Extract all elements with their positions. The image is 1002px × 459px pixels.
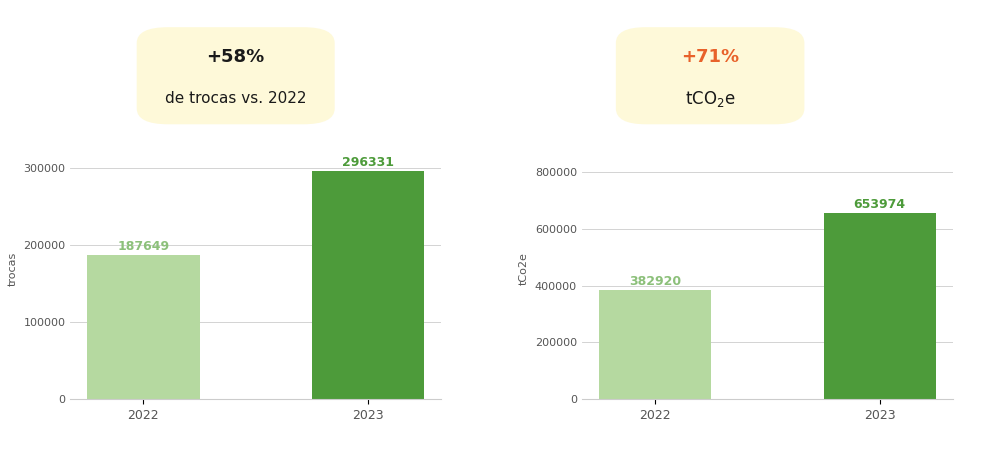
Text: 653974: 653974 bbox=[853, 198, 905, 211]
Bar bbox=[598, 291, 710, 399]
Text: 296331: 296331 bbox=[342, 156, 394, 169]
Bar bbox=[823, 213, 935, 399]
FancyBboxPatch shape bbox=[615, 27, 804, 124]
Text: de trocas vs. 2022: de trocas vs. 2022 bbox=[164, 91, 307, 106]
Text: 382920: 382920 bbox=[628, 275, 680, 288]
Y-axis label: trocas: trocas bbox=[8, 252, 18, 285]
Text: +58%: +58% bbox=[206, 48, 265, 66]
Text: +71%: +71% bbox=[680, 48, 738, 66]
Bar bbox=[87, 255, 199, 399]
FancyBboxPatch shape bbox=[136, 27, 335, 124]
Text: 187649: 187649 bbox=[117, 240, 169, 252]
Bar bbox=[312, 171, 424, 399]
Text: $\mathregular{tCO_2e}$: $\mathregular{tCO_2e}$ bbox=[684, 89, 734, 109]
Y-axis label: tCo2e: tCo2e bbox=[519, 252, 529, 285]
